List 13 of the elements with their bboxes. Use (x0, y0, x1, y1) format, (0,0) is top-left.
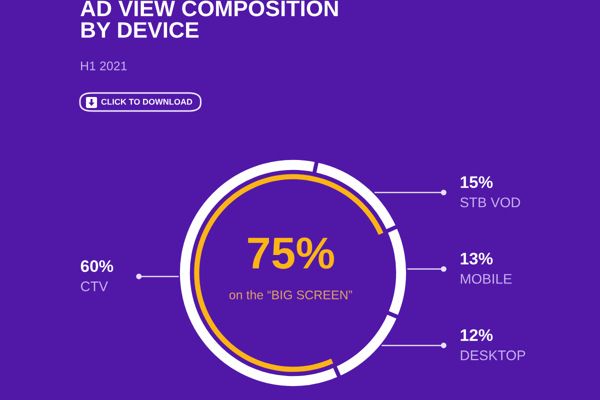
text: on the “BIG SCREEN” (229, 290, 352, 300)
chart-subtitle: H1 2021 (81, 62, 127, 70)
data-label: 12% (460, 329, 493, 341)
slice-label: MOBILE (460, 274, 512, 284)
slice-label: STB VOD (460, 197, 520, 208)
slice-label: DESKTOP (460, 350, 526, 360)
data-label: 75% (248, 237, 334, 269)
data-label: 15% (460, 176, 493, 188)
data-label: 60% (80, 260, 114, 272)
text: CLICK TO DOWNLOAD (101, 98, 192, 105)
chart-title: AD VIEW COMPOSITION BY DEVICE (80, 0, 338, 38)
data-label: 13% (460, 252, 493, 265)
slice-label: CTV (80, 281, 108, 292)
